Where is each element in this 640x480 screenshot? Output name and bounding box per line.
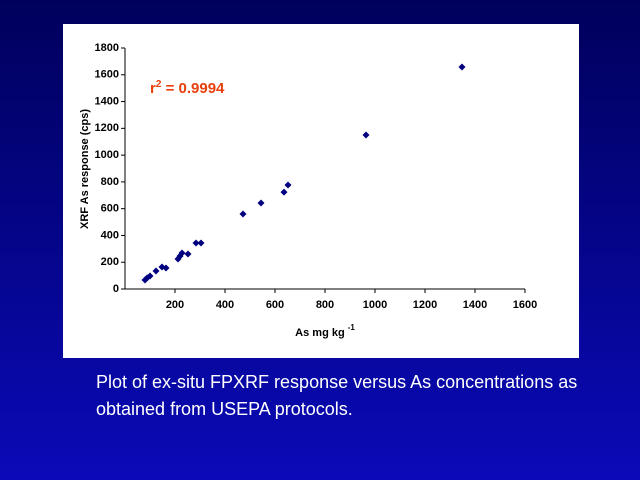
point — [362, 131, 370, 139]
point — [158, 263, 166, 271]
point — [257, 199, 265, 207]
point — [458, 63, 466, 71]
y-tick-label: 1400 — [95, 95, 119, 107]
annotation-base: r — [150, 80, 156, 97]
x-title-base: As mg kg — [295, 327, 345, 339]
y-tick-label: 1600 — [95, 69, 119, 81]
y-tick-label: 1800 — [95, 42, 119, 54]
point — [280, 188, 288, 196]
x-tick-label: 1000 — [363, 299, 387, 311]
point — [146, 272, 154, 280]
point — [184, 250, 192, 258]
x-tick-label: 600 — [266, 299, 284, 311]
y-tick-label: 0 — [113, 283, 119, 295]
x-tick-label: 1400 — [463, 299, 487, 311]
point — [284, 181, 292, 189]
caption: Plot of ex-situ FPXRF response versus As… — [96, 372, 578, 419]
point — [152, 267, 160, 275]
chart: r2 = 0.9994 As mg kg -1 XRF As response (… — [79, 42, 537, 339]
point — [192, 239, 200, 247]
y-tick-label: 800 — [101, 176, 119, 188]
x-tick-label: 800 — [316, 299, 334, 311]
y-tick-label: 1200 — [95, 122, 119, 134]
x-axis-title: As mg kg -1 — [295, 323, 355, 339]
point — [162, 264, 170, 272]
y-axis-title: XRF As response (cps) — [79, 109, 91, 229]
x-tick-label: 1200 — [413, 299, 437, 311]
y-tick-label: 200 — [101, 256, 119, 268]
x-tick-label: 1600 — [513, 299, 537, 311]
annotation-text: = 0.9994 — [161, 80, 225, 97]
y-tick-label: 400 — [101, 229, 119, 241]
point — [239, 210, 247, 218]
y-tick-label: 600 — [101, 203, 119, 215]
point — [178, 249, 186, 257]
chart-panel: r2 = 0.9994 As mg kg -1 XRF As response (… — [63, 24, 579, 358]
x-tick-label: 200 — [166, 299, 184, 311]
point — [197, 239, 205, 247]
annotation: r2 = 0.9994 — [150, 79, 225, 97]
x-tick-label: 400 — [216, 299, 234, 311]
y-tick-label: 1000 — [95, 149, 119, 161]
annotation-sup: 2 — [156, 79, 162, 90]
x-title-sup: -1 — [348, 323, 356, 332]
